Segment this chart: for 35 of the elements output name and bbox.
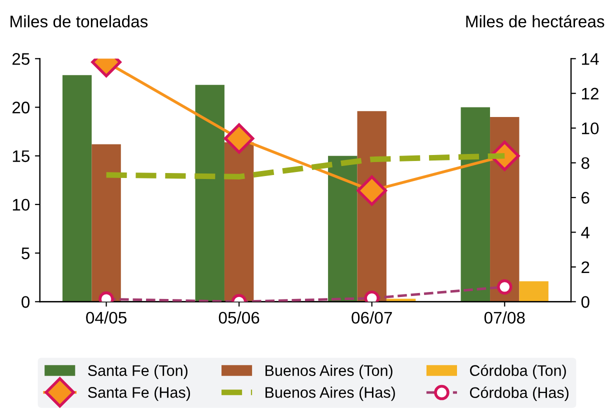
bar bbox=[92, 144, 121, 302]
x-tick-label: 04/05 bbox=[86, 311, 126, 324]
legend-label: Córdoba (Ton) bbox=[470, 364, 566, 379]
bar bbox=[519, 281, 548, 302]
legend-label: Córdoba (Has) bbox=[470, 386, 568, 402]
y-tick-label: 25 bbox=[12, 53, 30, 65]
y2-tick-label: 4 bbox=[581, 226, 590, 238]
point bbox=[356, 175, 387, 206]
legend-label: Santa Fe (Ton) bbox=[88, 364, 188, 379]
legend-label: Santa Fe (Has) bbox=[88, 386, 190, 401]
bar bbox=[195, 84, 224, 302]
legend-label: Buenos Aires (Ton) bbox=[266, 364, 392, 379]
y-tick-label: 5 bbox=[22, 248, 30, 260]
y-axis-title: Miles de toneladas bbox=[10, 15, 148, 28]
y-tick-label: 10 bbox=[12, 198, 30, 211]
point bbox=[224, 123, 254, 154]
y2-tick-label: 0 bbox=[581, 296, 590, 308]
x-tick-label: 06/07 bbox=[352, 311, 392, 324]
y2-tick-label: 10 bbox=[582, 122, 599, 134]
y2-tick-label: 14 bbox=[582, 53, 599, 65]
y2-tick-label: 8 bbox=[581, 157, 590, 170]
y-tick-label: 15 bbox=[12, 150, 30, 162]
legend-label: Buenos Aires (Has) bbox=[266, 386, 395, 401]
x-tick-label: 07/08 bbox=[484, 311, 525, 324]
y-tick-label: 20 bbox=[12, 102, 30, 114]
bar bbox=[224, 142, 254, 302]
y2-tick-label: 2 bbox=[582, 261, 590, 273]
y2-tick-label: 6 bbox=[582, 192, 590, 204]
bar bbox=[62, 75, 92, 302]
y-tick-label: 0 bbox=[22, 296, 30, 308]
y2-axis-title: Miles de hectáreas bbox=[466, 14, 604, 28]
x-tick-label: 05/06 bbox=[218, 311, 260, 324]
bar bbox=[460, 107, 490, 302]
y2-tick-label: 12 bbox=[582, 88, 598, 100]
bar bbox=[328, 156, 358, 302]
